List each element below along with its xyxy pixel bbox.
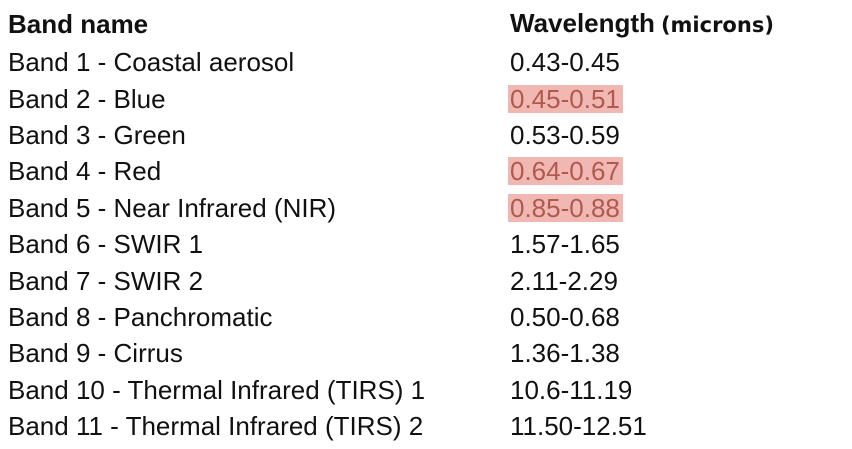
wavelength-cell: 10.6-11.19 bbox=[510, 372, 774, 408]
band-name-cell: Band 6 - SWIR 1 bbox=[8, 229, 204, 260]
wavelength-value: 0.43-0.45 bbox=[510, 47, 620, 78]
wavelength-cell: 0.85-0.88 bbox=[508, 190, 774, 226]
table-row: Band 2 - Blue 0.45-0.51 bbox=[8, 80, 774, 116]
band-wavelength-table: Band name Wavelength (microns) Band 1 - C… bbox=[8, 5, 774, 444]
wavelength-value: 0.53-0.59 bbox=[510, 119, 620, 150]
table-header-row: Band name Wavelength (microns) bbox=[8, 5, 774, 44]
wavelength-value: 0.45-0.51 bbox=[508, 84, 623, 113]
table-row: Band 3 - Green 0.53-0.59 bbox=[8, 117, 774, 153]
wavelength-value: 0.85-0.88 bbox=[508, 193, 623, 222]
band-name-header: Band name bbox=[8, 5, 510, 44]
wavelength-value: 11.50-12.51 bbox=[510, 411, 647, 442]
wavelength-cell: 0.50-0.68 bbox=[510, 299, 774, 335]
wavelength-cell: 2.11-2.29 bbox=[510, 262, 774, 298]
wavelength-cell: 0.45-0.51 bbox=[508, 80, 774, 116]
table-row: Band 11 - Thermal Infrared (TIRS) 2 11.50… bbox=[8, 408, 774, 444]
band-name-cell: Band 5 - Near Infrared (NIR) bbox=[8, 192, 337, 223]
band-name-header-label: Band name bbox=[8, 9, 149, 39]
band-name-cell: Band 7 - SWIR 2 bbox=[8, 265, 204, 296]
wavelength-cell: 0.43-0.45 bbox=[510, 44, 774, 80]
table-row: Band 9 - Cirrus 1.36-1.38 bbox=[8, 335, 774, 371]
table-row: Band 8 - Panchromatic 0.50-0.68 bbox=[8, 299, 774, 335]
table-row: Band 10 - Thermal Infrared (TIRS) 1 10.6-… bbox=[8, 372, 774, 408]
wavelength-cell: 0.64-0.67 bbox=[508, 153, 774, 189]
wavelength-cell: 0.53-0.59 bbox=[510, 117, 774, 153]
band-name-cell: Band 8 - Panchromatic bbox=[8, 301, 273, 332]
band-name-cell: Band 2 - Blue bbox=[8, 83, 166, 114]
wavelength-cell: 1.57-1.65 bbox=[510, 226, 774, 262]
band-name-cell: Band 10 - Thermal Infrared (TIRS) 1 bbox=[8, 374, 426, 405]
wavelength-value: 0.64-0.67 bbox=[508, 157, 623, 186]
wavelength-value: 10.6-11.19 bbox=[510, 374, 633, 405]
band-name-cell: Band 3 - Green bbox=[8, 119, 186, 150]
band-name-cell: Band 4 - Red bbox=[8, 156, 162, 187]
wavelength-value: 1.57-1.65 bbox=[510, 229, 620, 260]
table-row: Band 7 - SWIR 2 2.11-2.29 bbox=[8, 262, 774, 298]
wavelength-cell: 11.50-12.51 bbox=[510, 408, 774, 444]
table-row: Band 4 - Red 0.64-0.67 bbox=[8, 153, 774, 189]
table-row: Band 5 - Near Infrared (NIR) 0.85-0.88 bbox=[8, 190, 774, 226]
band-name-cell: Band 11 - Thermal Infrared (TIRS) 2 bbox=[8, 411, 424, 442]
wavelength-header: Wavelength (microns) bbox=[510, 5, 774, 44]
band-name-cell: Band 9 - Cirrus bbox=[8, 338, 183, 369]
wavelength-value: 0.50-0.68 bbox=[510, 301, 620, 332]
wavelength-value: 2.11-2.29 bbox=[510, 265, 618, 296]
wavelength-header-label: Wavelength bbox=[510, 8, 655, 38]
wavelength-cell: 1.36-1.38 bbox=[510, 335, 774, 371]
wavelength-value: 1.36-1.38 bbox=[510, 338, 620, 369]
band-name-cell: Band 1 - Coastal aerosol bbox=[8, 47, 295, 78]
wavelength-units-label: (microns) bbox=[660, 13, 774, 37]
table-row: Band 1 - Coastal aerosol 0.43-0.45 bbox=[8, 44, 774, 80]
table-row: Band 6 - SWIR 1 1.57-1.65 bbox=[8, 226, 774, 262]
